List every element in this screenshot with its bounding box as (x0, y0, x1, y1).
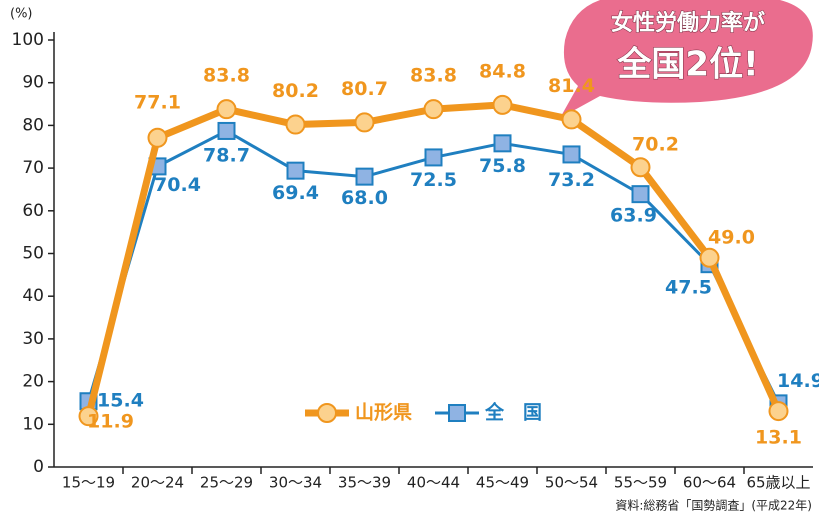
marker (318, 404, 336, 422)
x-tick-label: 55〜59 (614, 474, 667, 492)
marker (218, 100, 236, 118)
marker (425, 100, 443, 118)
y-tick-label: 80 (22, 115, 44, 135)
x-tick-label: 35〜39 (338, 474, 391, 492)
value-label: 11.9 (87, 411, 134, 433)
marker (426, 149, 442, 165)
y-unit: (%) (10, 7, 33, 22)
series (81, 123, 787, 411)
value-label: 84.8 (479, 60, 526, 82)
marker (563, 110, 581, 128)
value-label: 80.2 (272, 80, 319, 102)
marker (633, 186, 649, 202)
marker (564, 146, 580, 162)
legend-label: 山形県 (355, 402, 412, 424)
source: 資料:総務省「国勢調査」(平成22年) (615, 498, 812, 513)
marker (495, 135, 511, 151)
marker (149, 129, 167, 147)
value-label: 68.0 (341, 187, 388, 209)
x-tick-label: 65歳以上 (746, 474, 810, 492)
x-tick-label: 20〜24 (131, 474, 184, 492)
value-label: 70.2 (632, 134, 679, 156)
y-tick-label: 40 (22, 286, 44, 306)
y-tick-label: 50 (22, 244, 44, 264)
value-label: 83.8 (203, 65, 250, 87)
series (80, 96, 788, 425)
x-tick-label: 45〜49 (476, 474, 529, 492)
callout-text: 女性労働力率が (611, 10, 765, 36)
legend-label: 全 国 (484, 401, 542, 424)
value-label: 72.5 (410, 169, 457, 191)
value-label: 77.1 (134, 91, 181, 113)
y-tick-label: 90 (22, 73, 44, 93)
value-label: 14.9 (777, 370, 819, 392)
x-tick-label: 50〜54 (545, 474, 598, 492)
y-tick-label: 10 (22, 414, 44, 434)
marker (219, 123, 235, 139)
x-tick-label: 30〜34 (269, 474, 322, 492)
value-label: 15.4 (97, 390, 144, 412)
value-label: 75.8 (479, 155, 526, 177)
marker (770, 402, 788, 420)
marker (632, 158, 650, 176)
marker (494, 96, 512, 114)
value-label: 70.4 (154, 174, 201, 196)
value-label: 83.8 (410, 65, 457, 87)
y-tick-label: 70 (22, 158, 44, 178)
value-label: 81.4 (548, 75, 595, 97)
y-tick-label: 20 (22, 372, 44, 392)
y-tick-label: 100 (12, 30, 44, 50)
value-label: 80.7 (341, 78, 388, 100)
value-label: 78.7 (203, 144, 250, 166)
x-tick-label: 40〜44 (407, 474, 460, 492)
value-label: 49.0 (708, 226, 755, 248)
callout-text: 全国2位! (616, 45, 758, 85)
marker (701, 249, 719, 267)
y-tick-label: 60 (22, 201, 44, 221)
marker (288, 163, 304, 179)
value-label: 47.5 (665, 277, 712, 299)
x-tick-label: 15〜19 (62, 474, 115, 492)
marker (287, 116, 305, 134)
value-label: 63.9 (610, 205, 657, 227)
value-label: 73.2 (548, 169, 595, 191)
marker (449, 405, 465, 421)
y-tick-label: 0 (33, 457, 44, 477)
marker (356, 113, 374, 131)
x-tick-label: 25〜29 (200, 474, 253, 492)
value-label: 69.4 (272, 182, 319, 204)
chart: 女性労働力率が 全国2位! (%) 資料:総務省「国勢調査」(平成22年) 01… (0, 0, 819, 515)
y-tick-label: 30 (22, 329, 44, 349)
marker (357, 169, 373, 185)
x-tick-label: 60〜64 (683, 474, 736, 492)
value-label: 13.1 (755, 427, 802, 449)
